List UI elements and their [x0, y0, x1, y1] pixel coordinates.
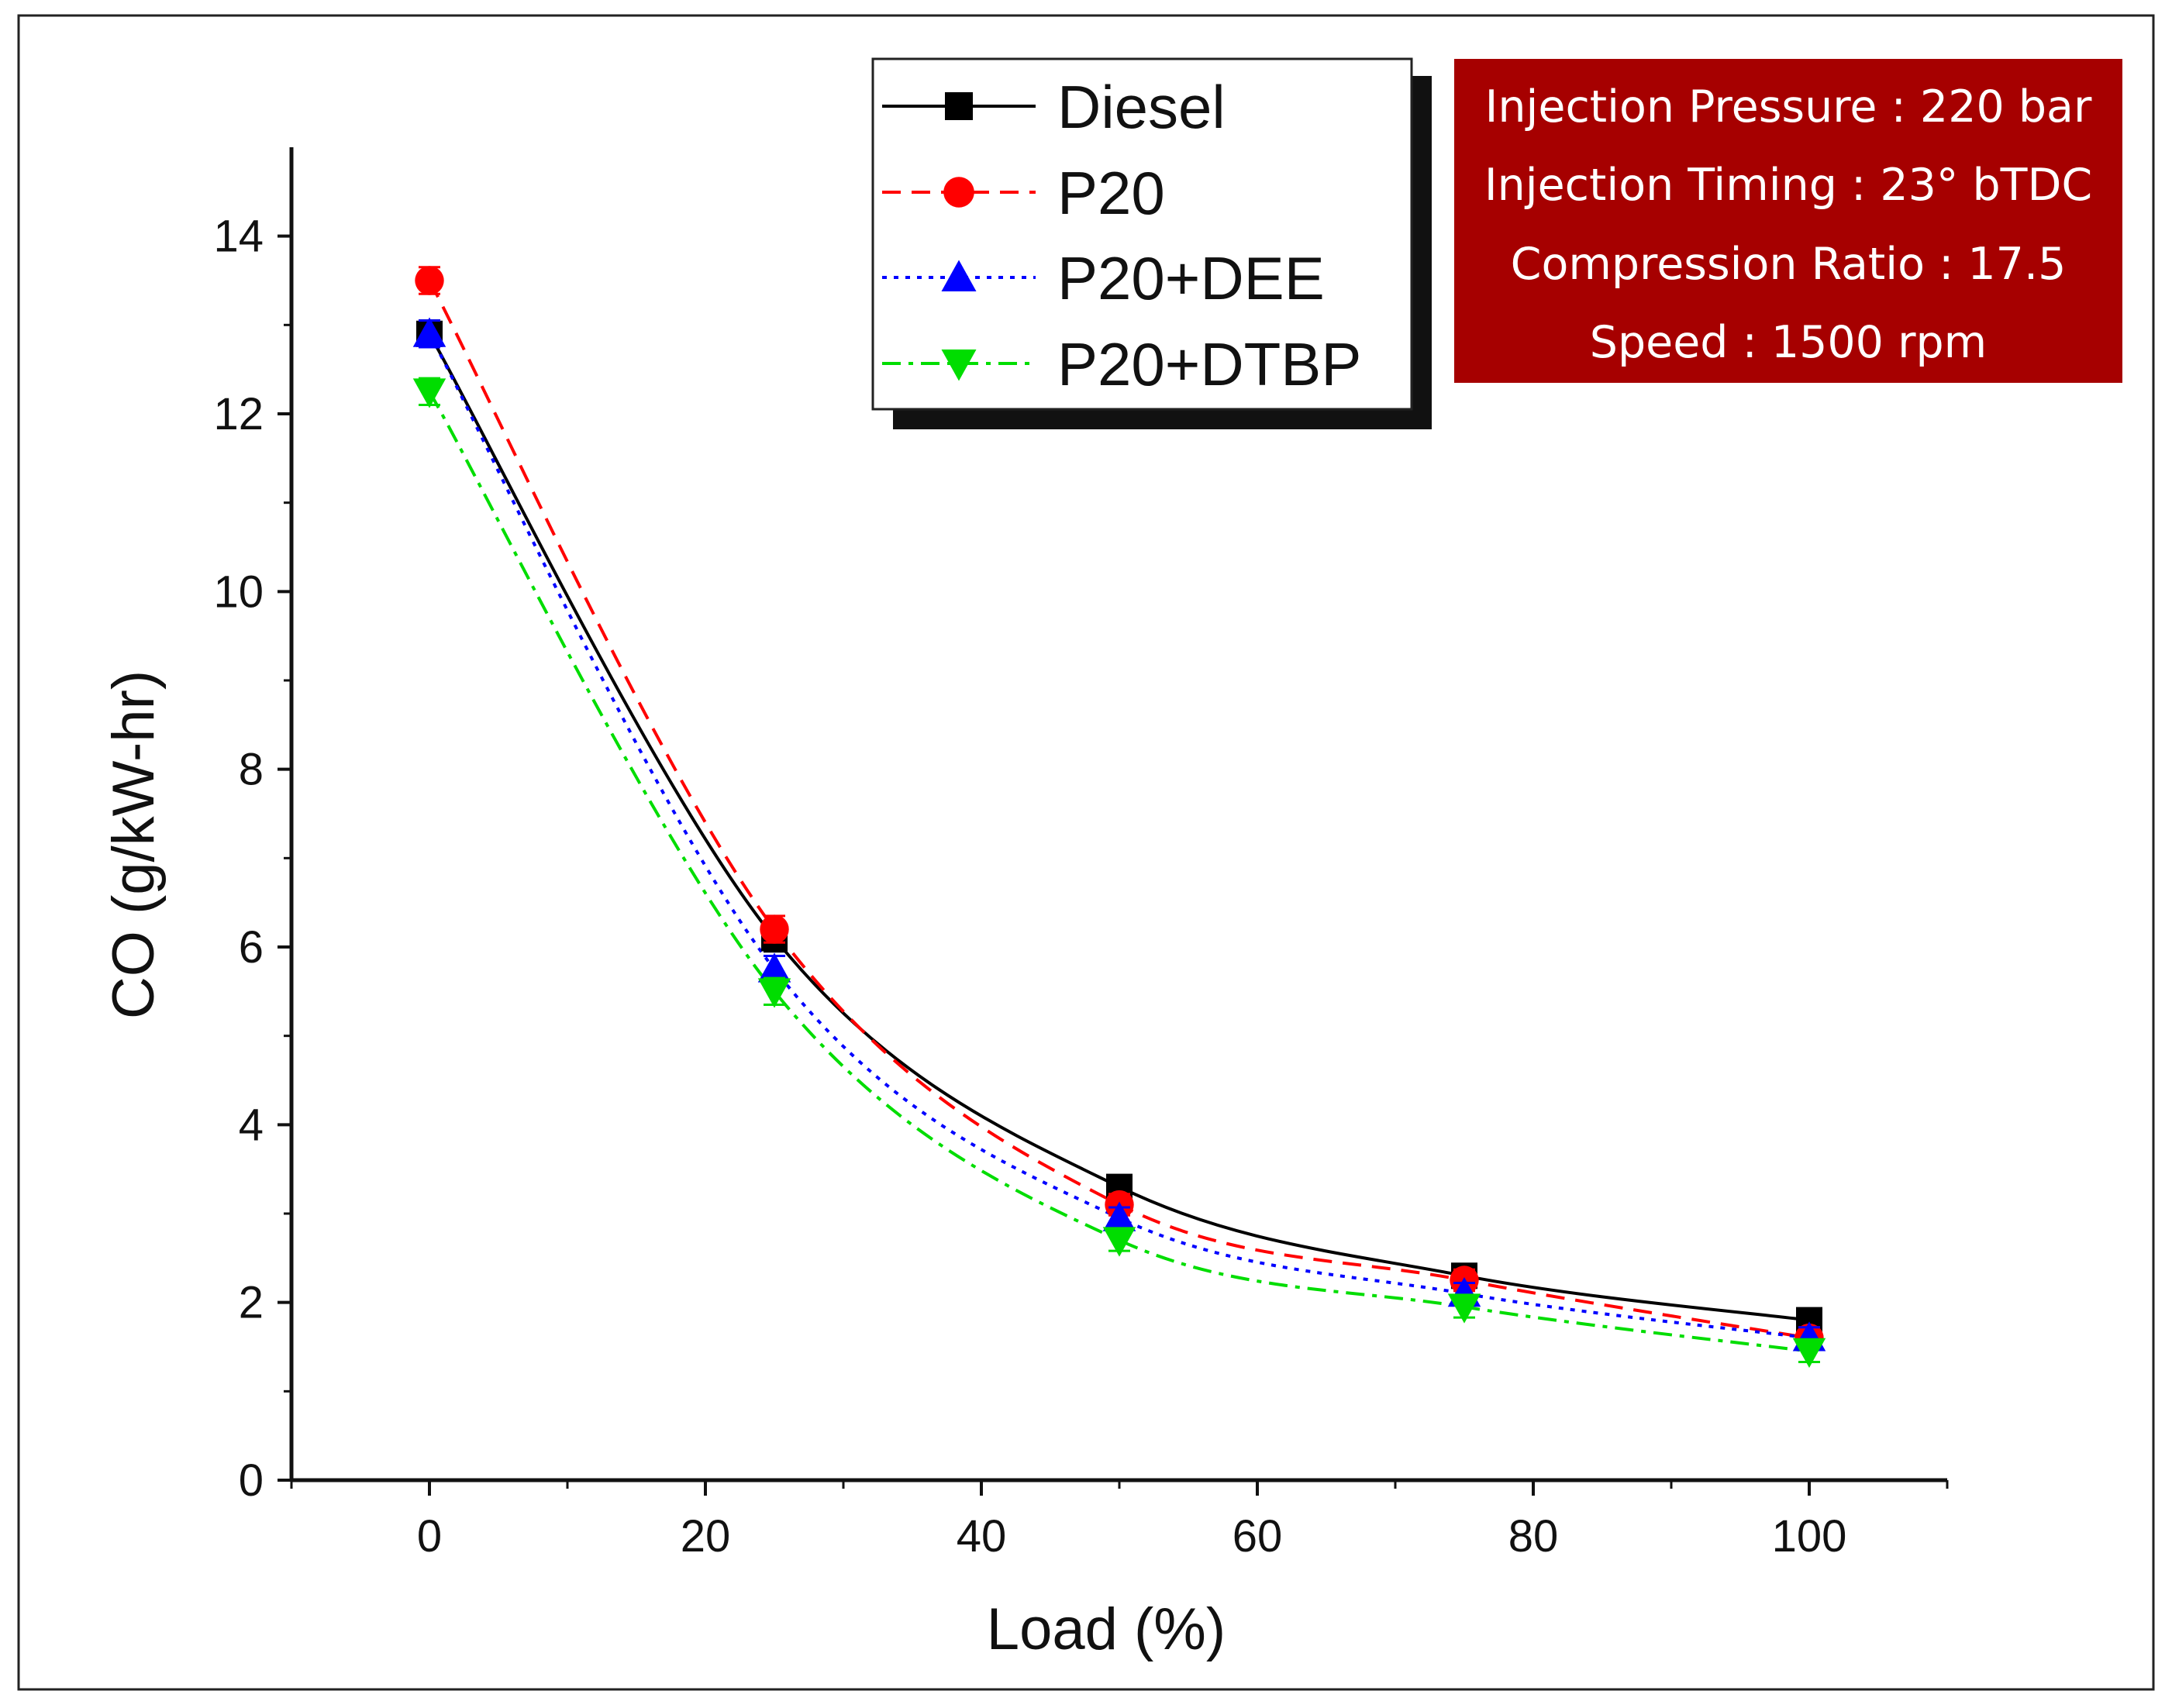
- y-tick-label: 6: [239, 922, 264, 973]
- y-tick-label: 4: [239, 1100, 264, 1150]
- legend-label-diesel: Diesel: [1057, 73, 1226, 141]
- legend-marker-p20: [943, 177, 974, 208]
- data-point-p20-dtbp: [412, 378, 446, 408]
- data-point-p20-dee: [412, 317, 446, 347]
- legend-marker-p20-dee: [941, 260, 977, 291]
- conditions-box: Injection Pressure : 220 bar Injection T…: [1454, 59, 2122, 383]
- data-point-p20-dtbp: [1792, 1338, 1826, 1368]
- y-tick-label: 0: [239, 1455, 264, 1506]
- y-tick-label: 8: [239, 745, 264, 795]
- data-point-p20-dtbp: [1102, 1227, 1136, 1257]
- legend-label-p20-dee: P20+DEE: [1057, 244, 1325, 312]
- legend-label-p20-dtbp: P20+DTBP: [1057, 330, 1361, 398]
- data-point-p20: [415, 266, 444, 295]
- legend-marker-p20-dtbp: [941, 350, 977, 381]
- series-line-diesel: [428, 332, 1810, 1322]
- condition-line-4: Speed : 1500 rpm: [1590, 317, 1987, 368]
- data-point-p20-dtbp: [757, 978, 791, 1008]
- data-point-p20-dtbp: [1447, 1293, 1481, 1324]
- y-tick-label: 10: [213, 566, 264, 617]
- data-point-p20-dee: [757, 952, 791, 983]
- y-axis-title: CO (g/kW-hr): [101, 670, 167, 1019]
- legend: Diesel P20 P20+DEE P20+DTBP: [871, 57, 1432, 429]
- condition-line-1: Injection Pressure : 220 bar: [1485, 81, 2092, 133]
- legend-label-p20: P20: [1057, 159, 1165, 227]
- conditions-background: [1454, 59, 2122, 383]
- series-line-p20-dee: [428, 332, 1810, 1340]
- y-tick-label: 12: [213, 389, 264, 439]
- series-line-p20-dtbp: [428, 391, 1810, 1353]
- legend-marker-diesel: [945, 92, 973, 120]
- data-point-p20-dee: [1102, 1201, 1136, 1231]
- x-tick-label: 60: [1233, 1511, 1283, 1562]
- x-tick-label: 20: [681, 1511, 731, 1562]
- data-point-p20: [760, 914, 789, 944]
- x-tick-label: 40: [957, 1511, 1007, 1562]
- x-axis-title: Load (%): [987, 1596, 1226, 1662]
- series-line-p20: [428, 280, 1810, 1340]
- plot-area: 0 2 4 6 8 10 12 14 0 20 40 60 80 100: [213, 147, 1949, 1562]
- y-tick-label: 2: [239, 1278, 264, 1328]
- condition-line-2: Injection Timing : 23° bTDC: [1484, 160, 2092, 211]
- y-tick-label: 14: [213, 212, 264, 262]
- x-tick-label: 100: [1772, 1511, 1847, 1562]
- x-tick-label: 80: [1508, 1511, 1559, 1562]
- x-tick-label: 0: [417, 1511, 442, 1562]
- condition-line-3: Compression Ratio : 17.5: [1511, 239, 2067, 290]
